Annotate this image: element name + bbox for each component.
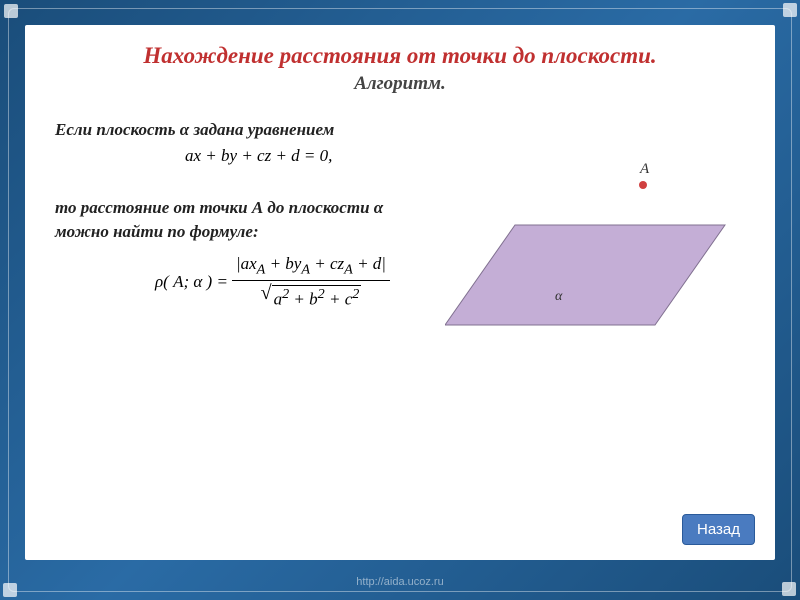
plane-shape (445, 225, 725, 325)
formula-fraction: |axA + byA + czA + d| √ a2 + b2 + c2 (232, 254, 390, 310)
formula-numerator: |axA + byA + czA + d| (232, 254, 390, 281)
formula-lhs: ρ( A; α ) = (155, 272, 228, 292)
content-panel: Нахождение расстояния от точки до плоско… (25, 25, 775, 560)
watermark-text: http://aida.ucoz.ru (356, 576, 443, 588)
point-marker (639, 181, 647, 189)
slide-subtitle: Алгоритм. (55, 73, 745, 95)
point-label: A (639, 161, 650, 177)
formula-denominator: √ a2 + b2 + c2 (257, 281, 366, 310)
back-button[interactable]: Назад (682, 514, 755, 545)
slide-title: Нахождение расстояния от точки до плоско… (55, 43, 745, 69)
corner-decoration (3, 583, 17, 597)
corner-decoration (783, 3, 797, 17)
plane-diagram: α A (445, 155, 745, 335)
conclusion-text: то расстояние от точки А до плоскости α … (55, 196, 405, 244)
plane-label: α (555, 289, 563, 304)
premise-text: Если плоскость α задана уравнением (55, 120, 745, 140)
